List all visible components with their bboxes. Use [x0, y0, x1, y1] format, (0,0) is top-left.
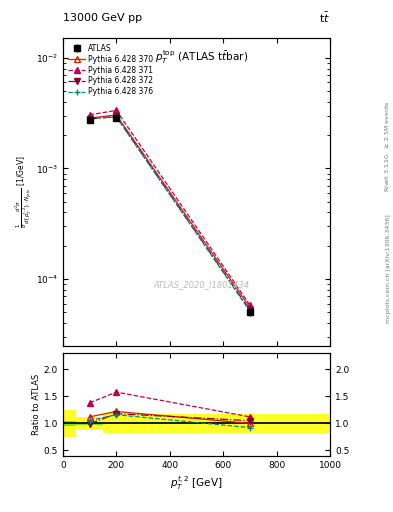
Pythia 6.428 371: [248, 302, 252, 308]
Text: ATLAS_2020_I1801434: ATLAS_2020_I1801434: [154, 280, 250, 289]
Pythia 6.428 370: [248, 305, 252, 311]
Pythia 6.428 376: [114, 114, 119, 120]
X-axis label: $p_T^{t,2}$ [GeV]: $p_T^{t,2}$ [GeV]: [170, 475, 223, 493]
Text: $p_T^{\mathrm{top}}$ (ATLAS t$\bar{t}$bar): $p_T^{\mathrm{top}}$ (ATLAS t$\bar{t}$ba…: [155, 48, 248, 66]
Line: Pythia 6.428 371: Pythia 6.428 371: [87, 108, 253, 308]
Text: mcplots.cern.ch [arXiv:1306.3436]: mcplots.cern.ch [arXiv:1306.3436]: [386, 215, 391, 323]
Pythia 6.428 376: [87, 116, 92, 122]
Pythia 6.428 370: [87, 115, 92, 121]
Pythia 6.428 371: [87, 112, 92, 118]
Line: Pythia 6.428 372: Pythia 6.428 372: [87, 114, 253, 313]
Line: Pythia 6.428 370: Pythia 6.428 370: [87, 112, 253, 310]
Legend: ATLAS, Pythia 6.428 370, Pythia 6.428 371, Pythia 6.428 372, Pythia 6.428 376: ATLAS, Pythia 6.428 370, Pythia 6.428 37…: [67, 42, 155, 98]
Text: t$\bar{t}$: t$\bar{t}$: [319, 11, 330, 25]
Y-axis label: $\frac{1}{\sigma}\frac{d^2\sigma}{d\{p_T^{t,2}\}\cdot N_\mathrm{jets}}$ [1/GeV]: $\frac{1}{\sigma}\frac{d^2\sigma}{d\{p_T…: [14, 156, 34, 228]
Line: Pythia 6.428 376: Pythia 6.428 376: [86, 114, 253, 315]
Pythia 6.428 370: [114, 112, 119, 118]
Y-axis label: Ratio to ATLAS: Ratio to ATLAS: [32, 374, 41, 435]
Pythia 6.428 372: [87, 116, 92, 122]
Pythia 6.428 372: [248, 307, 252, 313]
Pythia 6.428 371: [114, 108, 119, 114]
Pythia 6.428 372: [114, 114, 119, 120]
Text: 13000 GeV pp: 13000 GeV pp: [63, 13, 142, 23]
Text: Rivet 3.1.10, $\geq$ 2.5M events: Rivet 3.1.10, $\geq$ 2.5M events: [384, 100, 391, 191]
Pythia 6.428 376: [248, 308, 252, 314]
